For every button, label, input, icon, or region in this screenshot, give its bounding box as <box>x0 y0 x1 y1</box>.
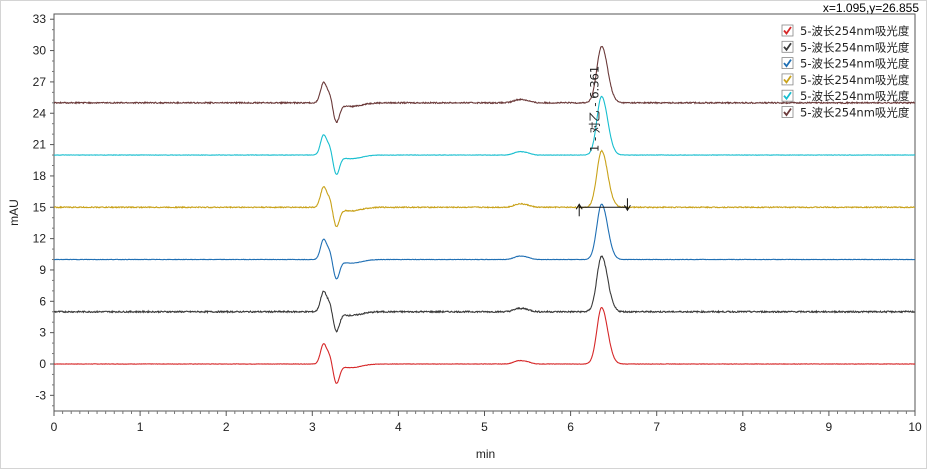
x-tick-label: 2 <box>223 420 230 434</box>
y-tick-label: 12 <box>33 232 47 246</box>
cursor-readout: x=1.095,y=26.855 <box>822 1 919 15</box>
legend-label: 5-波长254nm吸光度 <box>800 24 910 38</box>
x-tick-label: 0 <box>51 420 58 434</box>
y-tick-label: 21 <box>33 138 47 152</box>
series-line-4 <box>53 149 916 228</box>
peak-annotation: 1 - 对乙 - 6.361 <box>575 66 631 217</box>
x-tick-label: 4 <box>395 420 402 434</box>
y-tick-label: 15 <box>33 200 47 214</box>
series-line-3 <box>53 203 916 280</box>
x-tick-label: 7 <box>653 420 660 434</box>
peak-label: 1 - 对乙 - 6.361 <box>588 66 602 152</box>
check-icon <box>783 75 792 84</box>
x-tick-label: 3 <box>309 420 316 434</box>
y-tick-label: 9 <box>39 263 46 277</box>
legend-item[interactable]: 5-波长254nm吸光度 <box>781 89 910 103</box>
check-icon <box>783 107 792 117</box>
x-tick-label: 6 <box>567 420 574 434</box>
legend-item[interactable]: 5-波长254nm吸光度 <box>781 57 910 71</box>
integration-end-arrow <box>623 205 631 212</box>
legend-item[interactable]: 5-波长254nm吸光度 <box>781 106 910 120</box>
check-icon <box>783 26 792 35</box>
x-tick-label: 1 <box>137 420 144 434</box>
y-tick-label: 24 <box>33 106 47 120</box>
check-icon <box>783 59 792 68</box>
y-tick-label: 0 <box>39 357 46 371</box>
check-icon <box>783 42 792 52</box>
legend-label: 5-波长254nm吸光度 <box>800 106 910 120</box>
y-tick-label: 33 <box>33 12 47 26</box>
y-tick-label: 3 <box>39 326 46 340</box>
x-tick-label: 9 <box>826 420 833 434</box>
y-tick-label: -3 <box>35 388 46 402</box>
x-tick-label: 8 <box>739 420 746 434</box>
legend-label: 5-波长254nm吸光度 <box>800 89 910 103</box>
legend-label: 5-波长254nm吸光度 <box>800 73 910 87</box>
series-line-1 <box>53 307 916 384</box>
series-group <box>53 45 916 384</box>
legend-item[interactable]: 5-波长254nm吸光度 <box>781 40 910 54</box>
legend-label: 5-波长254nm吸光度 <box>800 40 910 54</box>
legend-item[interactable]: 5-波长254nm吸光度 <box>781 24 910 38</box>
x-axis-title: min <box>476 447 495 461</box>
series-line-5 <box>53 95 916 175</box>
series-line-2 <box>53 255 916 333</box>
legend-item[interactable]: 5-波长254nm吸光度 <box>781 73 910 87</box>
x-tick-label: 5 <box>481 420 488 434</box>
y-tick-label: 18 <box>33 169 47 183</box>
series-line-6 <box>53 45 916 124</box>
x-tick-label: 10 <box>908 420 922 434</box>
y-tick-label: 6 <box>39 294 46 308</box>
legend-label: 5-波长254nm吸光度 <box>800 57 910 71</box>
y-axis-title: mAU <box>7 199 21 226</box>
legend: 5-波长254nm吸光度 5-波长254nm吸光度 5-波长254nm吸光度 5-波长… <box>781 24 910 120</box>
integration-start-arrow <box>575 203 583 210</box>
check-icon <box>783 91 792 101</box>
y-tick-label: 27 <box>33 75 47 89</box>
y-tick-label: 30 <box>33 44 47 58</box>
